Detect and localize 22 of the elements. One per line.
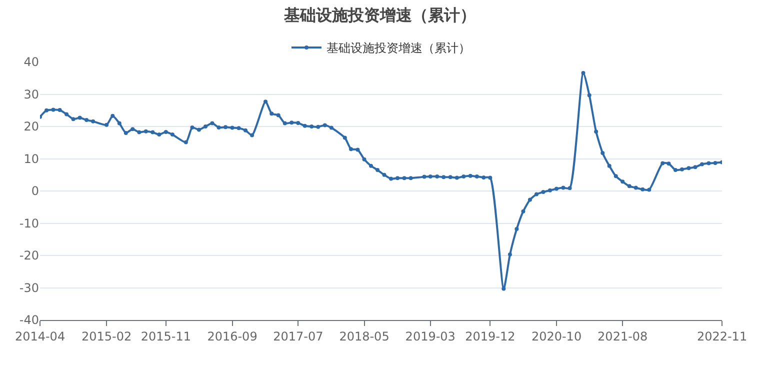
x-tick-label: 2019-03 (405, 329, 456, 344)
y-tick-label: -20 (19, 248, 39, 263)
y-tick-label: 20 (24, 120, 39, 134)
x-tick-label: 2021-08 (598, 329, 648, 344)
y-tick-label: 0 (31, 184, 39, 198)
x-tick-label: 2022-11 (696, 329, 748, 344)
y-tick-label: 30 (24, 87, 39, 102)
legend-label: 基础设施投资增速（累计） (326, 41, 470, 56)
x-tick-label: 2020-10 (531, 329, 582, 344)
x-tick-label: 2015-02 (81, 329, 132, 344)
chart-title: 基础设施投资增速（累计） (283, 5, 476, 24)
y-tick-label: -10 (19, 216, 39, 230)
y-tick-label: 10 (24, 152, 39, 166)
x-tick-label: 2016-09 (207, 329, 258, 344)
x-tick-label: 2015-11 (140, 329, 191, 344)
y-tick-label: -40 (19, 313, 39, 328)
y-tick-label: -30 (19, 280, 39, 295)
y-tick-label: 40 (24, 55, 39, 70)
x-tick-label: 2019-12 (465, 329, 516, 344)
x-tick-label: 2014-04 (14, 329, 66, 344)
x-tick-label: 2017-07 (273, 329, 324, 344)
x-tick-label: 2018-05 (339, 329, 390, 344)
